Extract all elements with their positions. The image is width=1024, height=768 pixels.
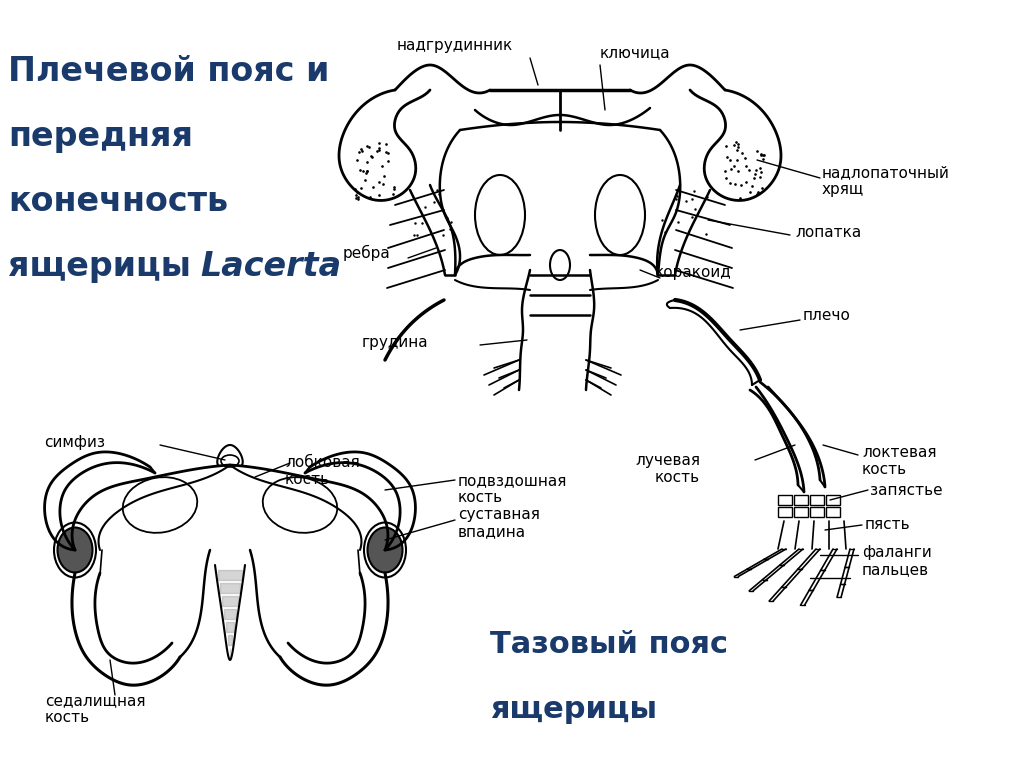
Text: фаланги: фаланги (862, 545, 932, 560)
Bar (810, 495, 824, 505)
Text: грудина: грудина (361, 335, 428, 350)
Bar (778, 495, 792, 505)
Text: Тазовый пояс: Тазовый пояс (490, 630, 728, 659)
Ellipse shape (57, 528, 92, 572)
Ellipse shape (221, 455, 239, 467)
Bar (778, 507, 792, 517)
Text: кость: кость (45, 710, 90, 725)
Text: локтевая: локтевая (862, 445, 937, 460)
Text: передняя: передняя (8, 120, 193, 153)
Text: Lacerta: Lacerta (200, 250, 341, 283)
Text: ключица: ключица (600, 45, 671, 60)
Text: подвздошная: подвздошная (458, 473, 567, 488)
Text: хрящ: хрящ (822, 182, 864, 197)
Text: пясть: пясть (865, 517, 910, 532)
Text: лучевая: лучевая (635, 453, 700, 468)
Text: лобковая: лобковая (285, 455, 359, 470)
Text: надлопаточный: надлопаточный (822, 165, 950, 180)
Text: ребра: ребра (342, 245, 390, 261)
Bar (794, 495, 808, 505)
Text: лопатка: лопатка (795, 225, 861, 240)
Text: кость: кость (655, 470, 700, 485)
Bar (826, 507, 840, 517)
Bar (794, 507, 808, 517)
Ellipse shape (123, 477, 198, 533)
Text: пальцев: пальцев (862, 562, 929, 577)
Text: кость: кость (458, 490, 503, 505)
Bar (826, 495, 840, 505)
Text: седалищная: седалищная (45, 693, 145, 708)
Text: запястье: запястье (870, 483, 943, 498)
Text: надгрудинник: надгрудинник (397, 38, 513, 53)
Text: кость: кость (862, 462, 907, 477)
Text: конечность: конечность (8, 185, 228, 218)
Text: суставная: суставная (458, 507, 540, 522)
Text: Плечевой пояс и: Плечевой пояс и (8, 55, 330, 88)
Text: кость: кость (285, 472, 330, 487)
Text: впадина: впадина (458, 524, 526, 539)
Text: ящерицы: ящерицы (490, 695, 657, 724)
Text: симфиз: симфиз (44, 435, 105, 450)
Text: ящерицы: ящерицы (8, 250, 203, 283)
Ellipse shape (263, 477, 337, 533)
Text: коракоид: коракоид (655, 265, 732, 280)
Bar (810, 507, 824, 517)
Ellipse shape (368, 528, 402, 572)
Text: плечо: плечо (803, 308, 851, 323)
